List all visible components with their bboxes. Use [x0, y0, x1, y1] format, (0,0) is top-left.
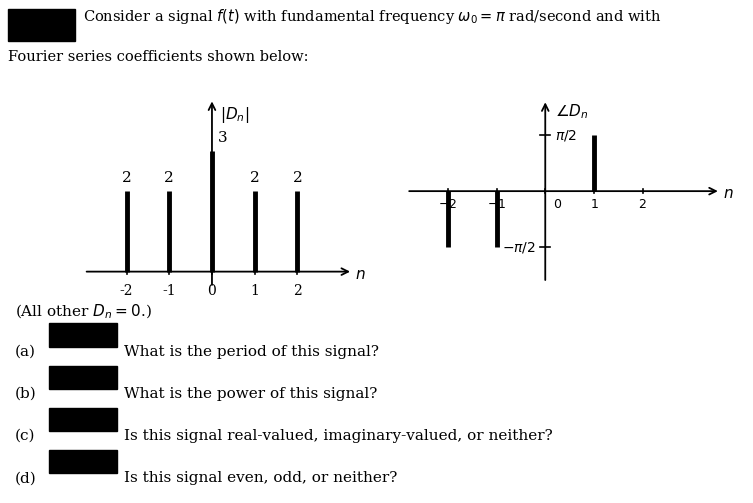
Text: (c): (c)	[15, 429, 35, 443]
Text: What is the period of this signal?: What is the period of this signal?	[124, 345, 380, 359]
Text: Consider a signal $f(t)$ with fundamental frequency $\omega_0 = \pi$ rad/second : Consider a signal $f(t)$ with fundamenta…	[83, 7, 661, 26]
Text: $n$: $n$	[355, 268, 366, 282]
Text: Fourier series coefficients shown below:: Fourier series coefficients shown below:	[8, 50, 308, 64]
Text: $\angle D_n$: $\angle D_n$	[555, 102, 588, 121]
Text: $|D_n|$: $|D_n|$	[220, 105, 249, 125]
Text: $-1$: $-1$	[487, 198, 506, 211]
Bar	[8, 9, 75, 41]
Text: 2: 2	[250, 171, 260, 185]
Text: $-2$: $-2$	[438, 198, 457, 211]
Text: Is this signal real-valued, imaginary-valued, or neither?: Is this signal real-valued, imaginary-va…	[124, 429, 553, 443]
Text: $n$: $n$	[723, 187, 733, 201]
Text: (b): (b)	[15, 387, 37, 401]
Text: What is the power of this signal?: What is the power of this signal?	[124, 387, 377, 401]
Bar	[49, 323, 117, 347]
Bar	[49, 450, 117, 473]
Text: $1$: $1$	[590, 198, 599, 211]
Text: -2: -2	[120, 285, 133, 298]
Text: 1: 1	[250, 285, 259, 298]
Text: 3: 3	[218, 131, 228, 145]
Text: $2$: $2$	[639, 198, 647, 211]
Text: $\pi/2$: $\pi/2$	[555, 128, 577, 143]
Text: Is this signal even, odd, or neither?: Is this signal even, odd, or neither?	[124, 471, 398, 485]
Text: (All other $D_n = 0$.): (All other $D_n = 0$.)	[15, 302, 152, 321]
Text: -1: -1	[163, 285, 176, 298]
Text: (a): (a)	[15, 345, 36, 359]
Text: 2: 2	[293, 285, 302, 298]
Text: (d): (d)	[15, 471, 37, 485]
Text: 2: 2	[292, 171, 302, 185]
Bar	[49, 366, 117, 389]
Text: $0$: $0$	[553, 198, 562, 211]
Text: 2: 2	[122, 171, 132, 185]
Text: $-\pi/2$: $-\pi/2$	[502, 239, 535, 255]
Bar	[49, 408, 117, 431]
Text: 2: 2	[164, 171, 174, 185]
Text: 0: 0	[208, 285, 216, 298]
